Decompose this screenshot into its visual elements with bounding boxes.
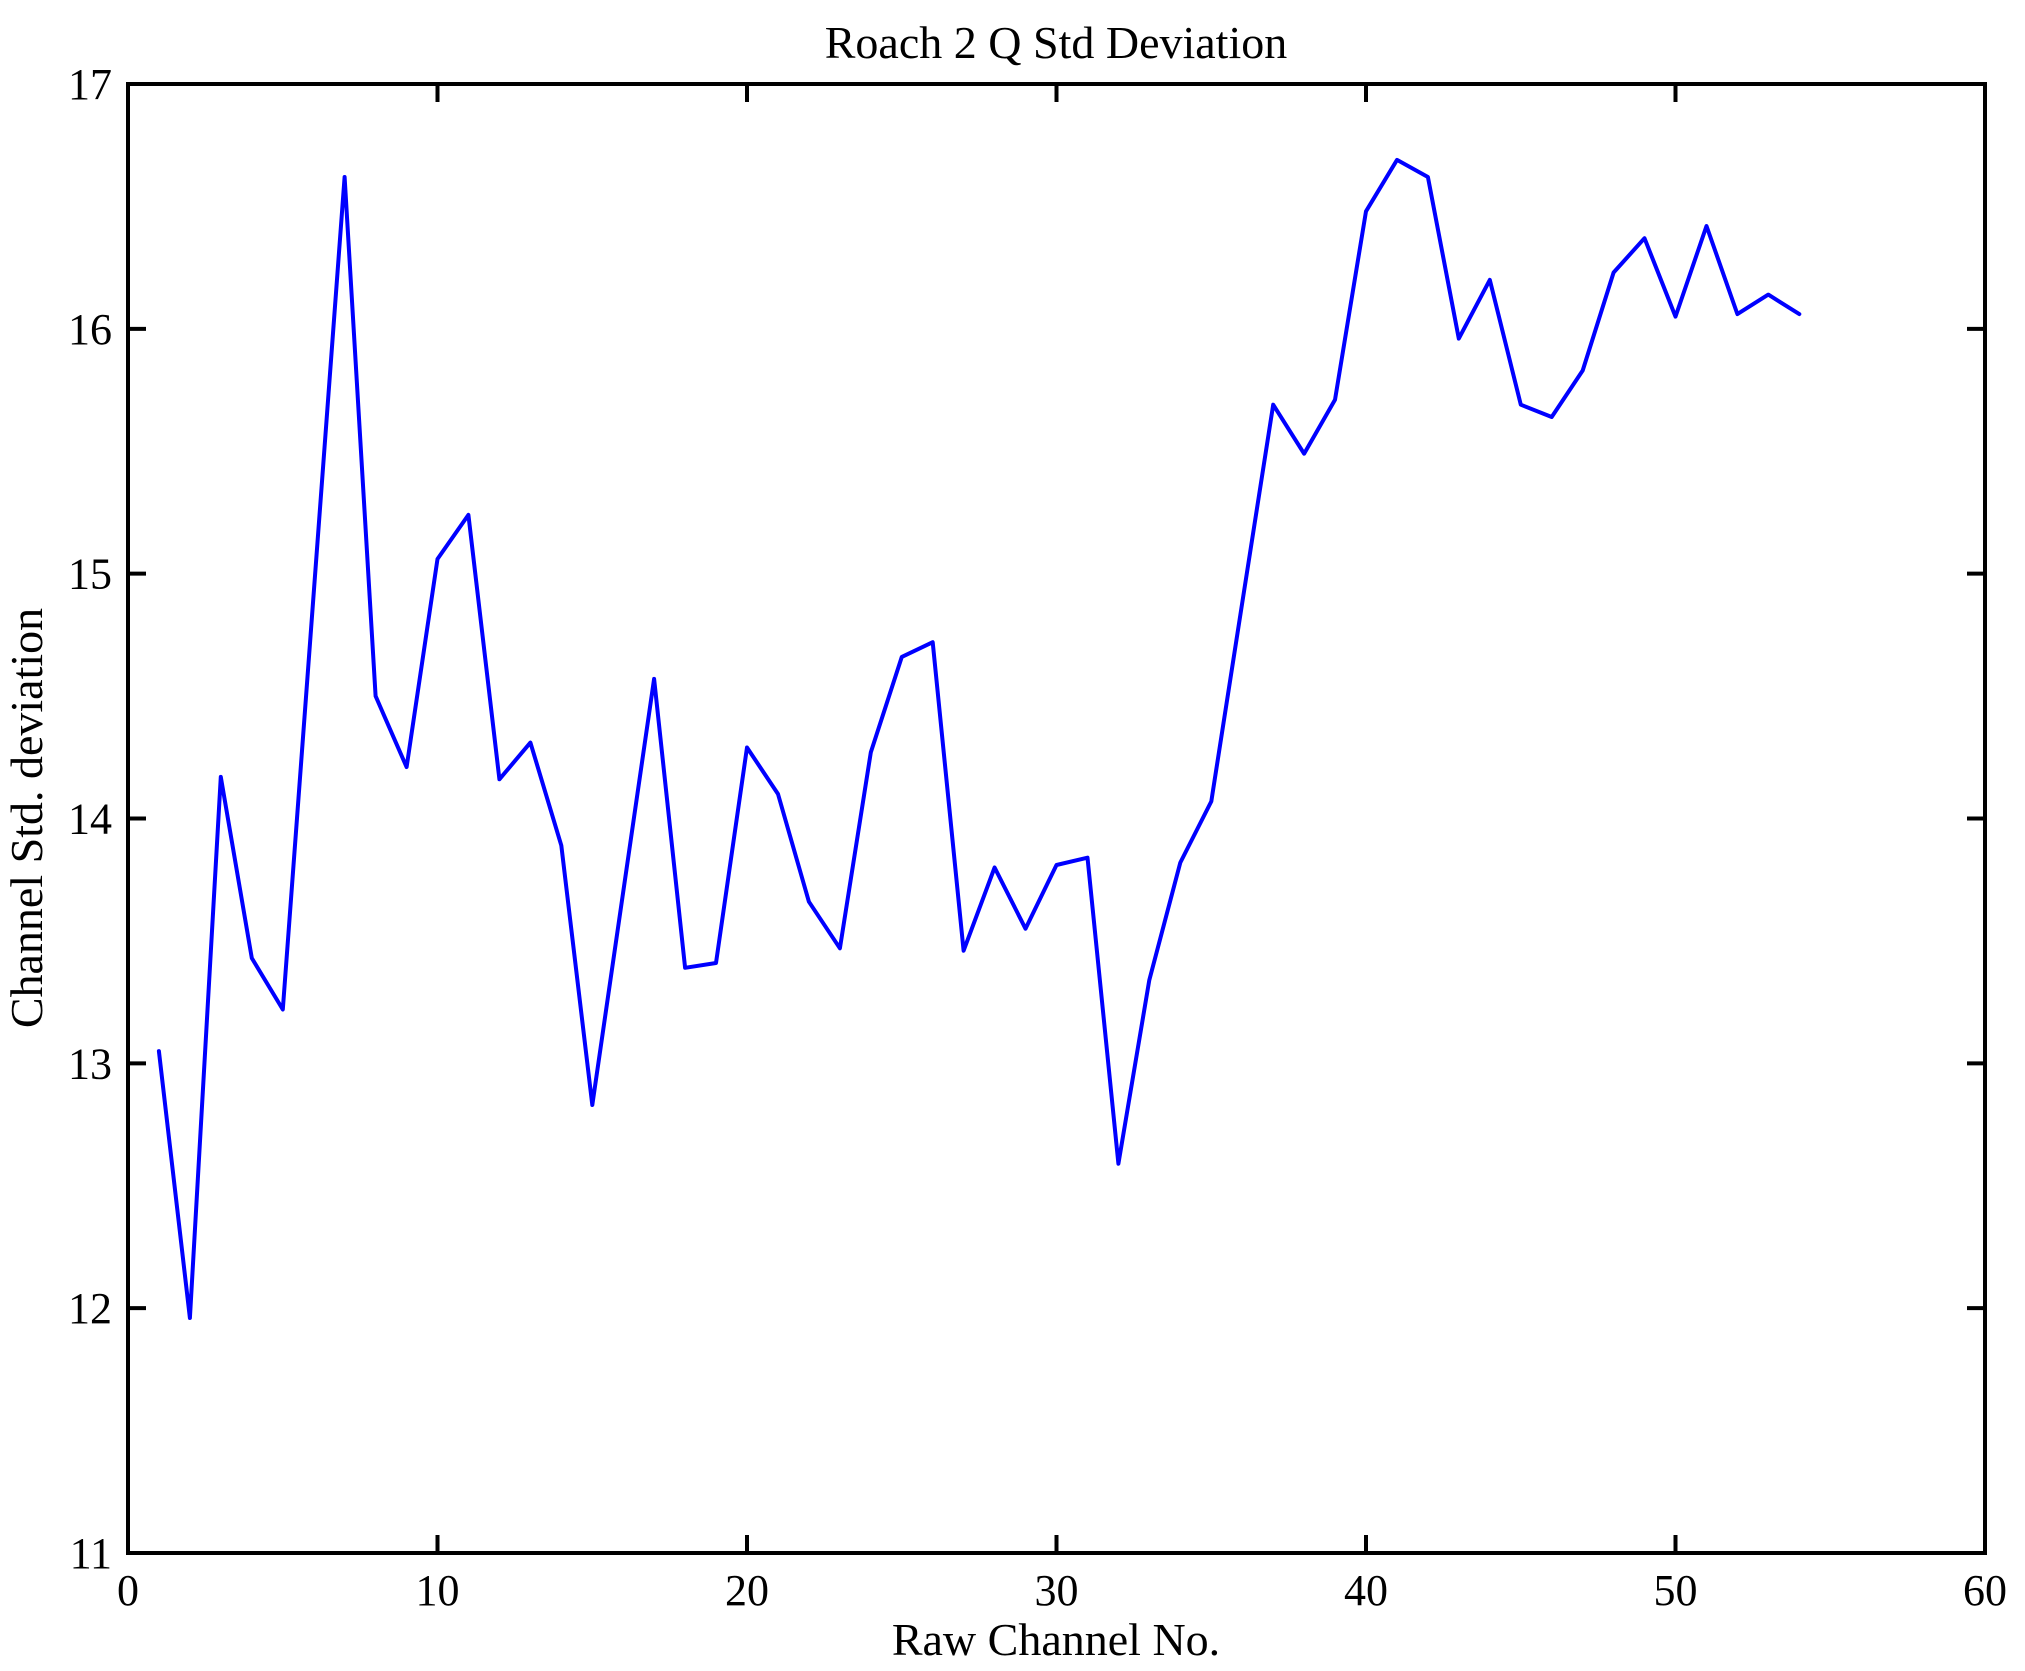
y-tick-label: 13 (68, 1039, 112, 1088)
y-tick-label: 15 (68, 550, 112, 599)
axis-tick-labels: 0 10 20 30 40 50 60 11 12 13 14 15 16 17 (68, 60, 2007, 1615)
axis-ticks (126, 82, 1987, 1555)
y-tick-label: 16 (68, 305, 112, 354)
data-line-series (156, 157, 1802, 1320)
chart-title: Roach 2 Q Std Deviation (825, 17, 1288, 68)
x-tick-label: 60 (1963, 1566, 2007, 1615)
y-axis-label: Channel Std. deviation (1, 608, 52, 1028)
x-tick-label: 50 (1654, 1566, 1698, 1615)
x-tick-label: 30 (1035, 1566, 1079, 1615)
y-tick-label: 14 (68, 795, 112, 844)
y-tick-label: 11 (70, 1529, 112, 1578)
x-tick-label: 0 (117, 1566, 139, 1615)
y-tick-label: 17 (68, 60, 112, 109)
x-tick-label: 20 (725, 1566, 769, 1615)
x-tick-label: 40 (1344, 1566, 1388, 1615)
plot-border (126, 82, 1987, 1555)
y-tick-label: 12 (68, 1284, 112, 1333)
x-tick-label: 10 (416, 1566, 460, 1615)
data-series (156, 157, 1802, 1320)
x-axis-label: Raw Channel No. (892, 1614, 1220, 1665)
